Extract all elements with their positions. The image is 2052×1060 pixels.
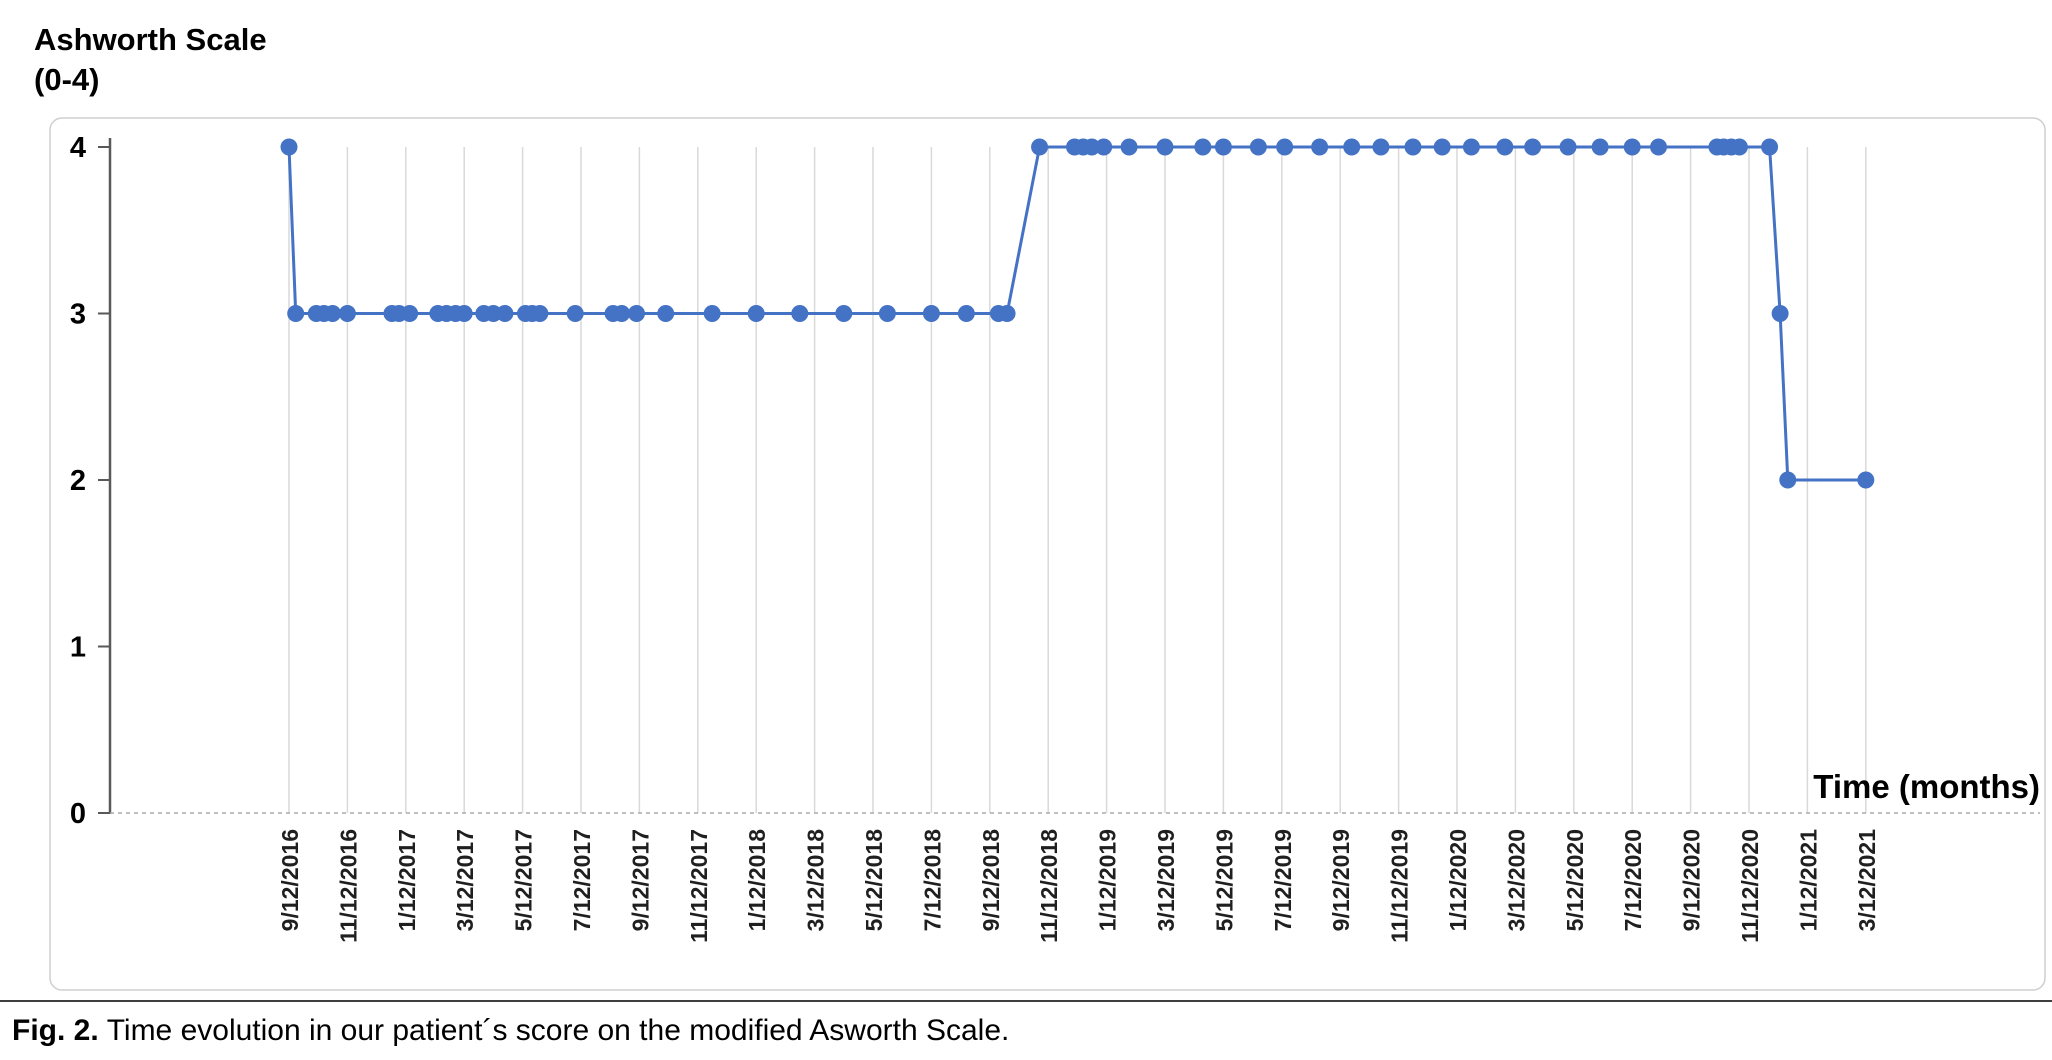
x-tick-label: 9/12/2016 — [277, 829, 303, 931]
x-tick-label: 5/12/2019 — [1211, 829, 1237, 931]
data-point — [566, 305, 584, 322]
data-point — [1591, 138, 1609, 156]
data-point — [703, 305, 721, 322]
x-tick-label: 7/12/2017 — [569, 829, 595, 931]
x-tick-label: 1/12/2017 — [394, 829, 420, 931]
data-point — [1194, 138, 1212, 156]
data-point — [1249, 138, 1267, 156]
chart-border — [49, 117, 2046, 991]
data-point — [1156, 138, 1174, 156]
x-tick-label: 5/12/2018 — [861, 829, 887, 932]
data-point — [1095, 138, 1113, 156]
y-axis-title: Ashworth Scale (0-4) — [34, 20, 267, 101]
data-point — [531, 305, 549, 322]
x-tick-label: 5/12/2020 — [1562, 829, 1588, 931]
data-point — [324, 305, 342, 322]
x-tick-label: 3/12/2017 — [452, 829, 478, 931]
data-point — [747, 305, 765, 322]
x-tick-label: 9/12/2020 — [1679, 829, 1705, 931]
x-tick-label: 11/12/2017 — [686, 829, 712, 943]
x-tick-label: 3/12/2019 — [1153, 829, 1179, 931]
x-tick-label: 11/12/2016 — [335, 829, 361, 943]
data-point — [1343, 138, 1361, 156]
figure-caption-label: Fig. 2. — [12, 1014, 99, 1047]
figure-caption: Fig. 2. Time evolution in our patient´s s… — [0, 1000, 2052, 1048]
data-point — [1462, 138, 1480, 156]
x-tick-label: 1/12/2020 — [1445, 829, 1471, 931]
x-tick-label: 7/12/2019 — [1270, 829, 1296, 931]
data-point — [878, 305, 896, 322]
y-axis-title-line1: Ashworth Scale — [34, 22, 267, 57]
data-point — [1276, 138, 1294, 156]
x-axis-title: Time (months) — [1813, 768, 2040, 805]
data-point — [1496, 138, 1514, 156]
figure-caption-text: Time evolution in our patient´s score on… — [106, 1014, 1010, 1047]
x-tick-label: 7/12/2018 — [919, 829, 945, 932]
x-tick-label: 9/12/2019 — [1328, 829, 1354, 931]
x-tick-label: 7/12/2020 — [1620, 829, 1646, 931]
data-point — [998, 305, 1016, 322]
data-point — [957, 305, 975, 322]
x-tick-label: 5/12/2017 — [511, 829, 537, 931]
x-tick-label: 9/12/2017 — [627, 829, 653, 931]
data-point — [1779, 471, 1797, 489]
data-point — [613, 305, 631, 322]
x-tick-label: 9/12/2018 — [978, 829, 1004, 932]
data-point — [1771, 305, 1789, 322]
x-tick-label: 1/12/2021 — [1795, 829, 1821, 932]
data-point — [1120, 138, 1138, 156]
data-point — [1031, 138, 1049, 156]
data-point — [287, 305, 305, 322]
data-point — [1857, 471, 1875, 489]
data-point — [496, 305, 514, 322]
x-tick-label: 1/12/2018 — [744, 829, 770, 932]
data-point — [1214, 138, 1232, 156]
x-tick-label: 3/12/2021 — [1854, 829, 1880, 932]
data-point — [401, 305, 419, 322]
data-point — [1083, 138, 1101, 156]
y-tick-label: 2 — [70, 465, 86, 497]
data-point — [1650, 138, 1668, 156]
y-tick-label: 4 — [70, 132, 86, 164]
data-point — [338, 305, 356, 322]
data-point — [835, 305, 853, 322]
data-point — [1761, 138, 1779, 156]
x-tick-label: 1/12/2019 — [1095, 829, 1121, 931]
data-point — [1404, 138, 1422, 156]
y-axis-title-line2: (0-4) — [34, 62, 100, 98]
y-tick-label: 1 — [70, 632, 86, 664]
data-point — [1433, 138, 1451, 156]
data-point — [791, 305, 809, 322]
data-point — [628, 305, 646, 322]
data-point — [280, 138, 298, 156]
y-tick-label: 3 — [70, 299, 86, 331]
data-point — [455, 305, 473, 322]
data-point — [1524, 138, 1542, 156]
x-tick-label: 11/12/2020 — [1737, 829, 1763, 943]
data-point — [1372, 138, 1390, 156]
x-tick-label: 3/12/2018 — [803, 829, 829, 932]
y-tick-label: 0 — [70, 798, 86, 830]
x-tick-label: 11/12/2018 — [1036, 829, 1062, 943]
data-point — [922, 305, 940, 322]
x-tick-label: 11/12/2019 — [1387, 829, 1413, 943]
x-tick-label: 3/12/2020 — [1503, 829, 1529, 931]
data-point — [1623, 138, 1641, 156]
data-point — [657, 305, 675, 322]
data-point — [1730, 138, 1748, 156]
data-point — [1559, 138, 1577, 156]
data-point — [1311, 138, 1329, 156]
